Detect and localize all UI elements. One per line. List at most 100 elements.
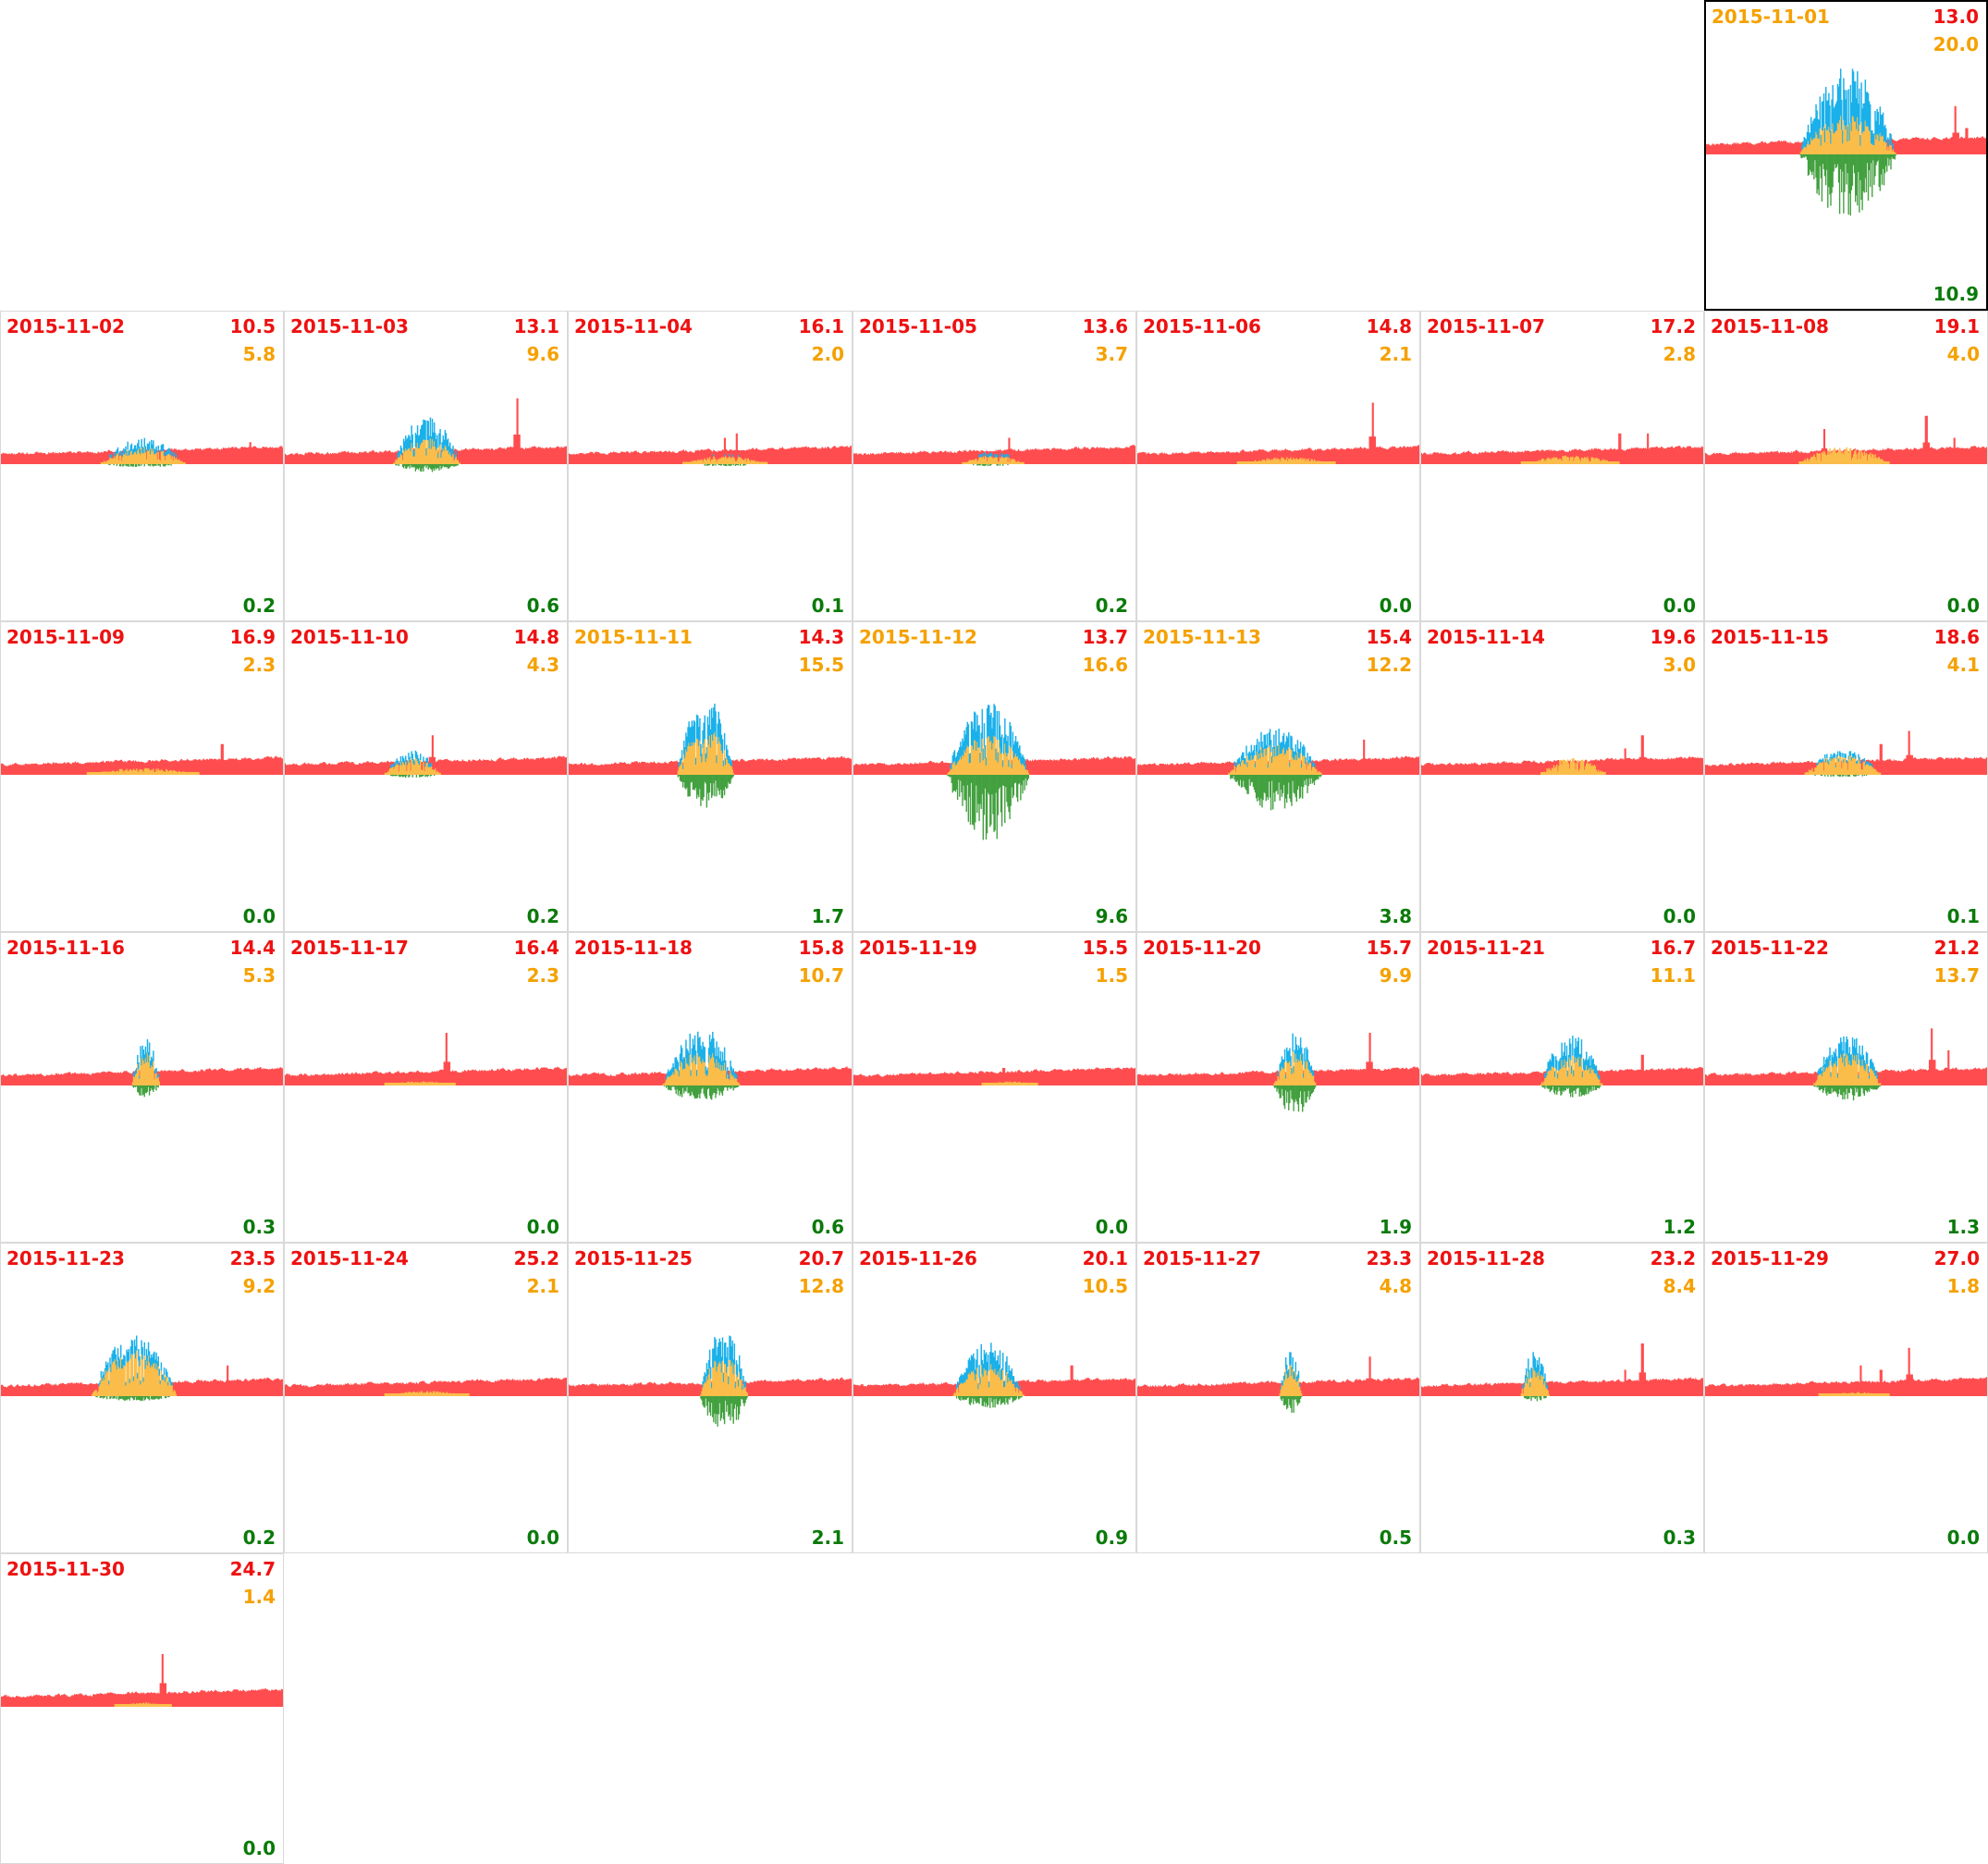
solar-value: 4.8 bbox=[1379, 1275, 1412, 1297]
consumption-value: 23.5 bbox=[229, 1247, 276, 1269]
consumption-value: 15.5 bbox=[1082, 937, 1128, 959]
day-chart-2015-11-27 bbox=[1137, 1352, 1419, 1413]
export-value: 0.2 bbox=[242, 595, 276, 617]
solar-bars bbox=[1520, 1352, 1550, 1396]
export-bars bbox=[704, 464, 746, 467]
day-chart-2015-11-20 bbox=[1137, 1033, 1419, 1112]
consumption-value: 24.7 bbox=[229, 1558, 276, 1580]
day-cell-2015-11-23[interactable]: 2015-11-23 23.5 9.2 0.2 bbox=[0, 1243, 284, 1553]
export-value: 0.0 bbox=[1379, 595, 1412, 617]
day-cell-2015-11-28[interactable]: 2015-11-28 23.2 8.4 0.3 bbox=[1420, 1243, 1704, 1553]
solar-value: 10.5 bbox=[1082, 1275, 1128, 1297]
consumption-area bbox=[285, 735, 567, 775]
day-cell-2015-11-25[interactable]: 2015-11-25 20.7 12.8 2.1 bbox=[568, 1243, 853, 1553]
consumption-area bbox=[1137, 1033, 1419, 1085]
day-cell-2015-11-27[interactable]: 2015-11-27 23.3 4.8 0.5 bbox=[1136, 1243, 1420, 1553]
export-value: 1.9 bbox=[1379, 1216, 1412, 1238]
day-date-label: 2015-11-30 bbox=[6, 1558, 125, 1580]
day-cell-2015-11-17[interactable]: 2015-11-17 16.4 2.3 0.0 bbox=[284, 932, 568, 1243]
solar-bars bbox=[384, 1391, 470, 1396]
consumption-area bbox=[1421, 1343, 1703, 1396]
day-cell-2015-11-05[interactable]: 2015-11-05 13.6 3.7 0.2 bbox=[853, 311, 1136, 621]
solar-value: 1.4 bbox=[242, 1586, 276, 1608]
day-date-label: 2015-11-21 bbox=[1427, 937, 1545, 959]
export-value: 0.6 bbox=[811, 1216, 844, 1238]
day-cell-2015-11-02[interactable]: 2015-11-02 10.5 5.8 0.2 bbox=[0, 311, 284, 621]
solar-bars bbox=[1813, 1036, 1882, 1085]
solar-value: 12.2 bbox=[1366, 654, 1412, 676]
day-cell-2015-11-04[interactable]: 2015-11-04 16.1 2.0 0.1 bbox=[568, 311, 853, 621]
day-date-label: 2015-11-04 bbox=[574, 315, 693, 337]
day-chart-2015-11-22 bbox=[1705, 1028, 1987, 1101]
day-chart-2015-11-17 bbox=[285, 1033, 567, 1085]
day-cell-2015-11-12[interactable]: 2015-11-12 13.7 16.6 9.6 bbox=[853, 621, 1136, 932]
consumption-area bbox=[1706, 105, 1986, 154]
solar-value: 3.0 bbox=[1663, 654, 1696, 676]
export-bars bbox=[95, 1396, 170, 1402]
solar-bars bbox=[700, 1335, 748, 1396]
day-chart-2015-11-11 bbox=[569, 704, 852, 808]
day-cell-2015-11-30[interactable]: 2015-11-30 24.7 1.4 0.0 bbox=[0, 1553, 284, 1864]
export-value: 0.0 bbox=[1946, 1527, 1980, 1549]
solar-bars bbox=[1540, 758, 1606, 775]
consumption-area bbox=[853, 437, 1135, 464]
day-date-label: 2015-11-01 bbox=[1712, 6, 1830, 28]
solar-value: 1.5 bbox=[1095, 964, 1128, 987]
day-cell-2015-11-09[interactable]: 2015-11-09 16.9 2.3 0.0 bbox=[0, 621, 284, 932]
export-bars bbox=[1541, 1085, 1601, 1098]
day-chart-2015-11-16 bbox=[1, 1038, 283, 1098]
day-cell-2015-11-20[interactable]: 2015-11-20 15.7 9.9 1.9 bbox=[1136, 932, 1420, 1243]
day-cell-2015-11-14[interactable]: 2015-11-14 19.6 3.0 0.0 bbox=[1420, 621, 1704, 932]
day-chart-2015-11-01 bbox=[1706, 68, 1986, 216]
day-cell-2015-11-11[interactable]: 2015-11-11 14.3 15.5 1.7 bbox=[568, 621, 853, 932]
export-value: 9.6 bbox=[1095, 905, 1128, 927]
day-cell-2015-11-01[interactable]: 2015-11-01 13.0 20.0 10.9 bbox=[1704, 0, 1988, 311]
day-cell-2015-11-26[interactable]: 2015-11-26 20.1 10.5 0.9 bbox=[853, 1243, 1136, 1553]
solar-value: 9.9 bbox=[1379, 964, 1412, 987]
consumption-area bbox=[1421, 1054, 1703, 1085]
export-value: 0.2 bbox=[242, 1527, 276, 1549]
day-chart-2015-11-21 bbox=[1421, 1036, 1703, 1098]
export-bars bbox=[1523, 1396, 1547, 1402]
day-date-label: 2015-11-25 bbox=[574, 1247, 693, 1269]
day-cell-2015-11-07[interactable]: 2015-11-07 17.2 2.8 0.0 bbox=[1420, 311, 1704, 621]
day-cell-2015-11-13[interactable]: 2015-11-13 15.4 12.2 3.8 bbox=[1136, 621, 1420, 932]
export-value: 0.3 bbox=[242, 1216, 276, 1238]
day-cell-2015-11-06[interactable]: 2015-11-06 14.8 2.1 0.0 bbox=[1136, 311, 1420, 621]
export-value: 0.0 bbox=[1663, 905, 1696, 927]
day-cell-2015-11-21[interactable]: 2015-11-21 16.7 11.1 1.2 bbox=[1420, 932, 1704, 1243]
day-date-label: 2015-11-23 bbox=[6, 1247, 125, 1269]
solar-bars bbox=[1804, 751, 1882, 775]
day-cell-2015-11-03[interactable]: 2015-11-03 13.1 9.6 0.6 bbox=[284, 311, 568, 621]
day-cell-2015-11-15[interactable]: 2015-11-15 18.6 4.1 0.1 bbox=[1704, 621, 1988, 932]
day-cell-2015-11-18[interactable]: 2015-11-18 15.8 10.7 0.6 bbox=[568, 932, 853, 1243]
consumption-value: 27.0 bbox=[1933, 1247, 1980, 1269]
export-value: 1.2 bbox=[1663, 1216, 1696, 1238]
solar-value: 9.6 bbox=[526, 343, 559, 365]
day-cell-2015-11-10[interactable]: 2015-11-10 14.8 4.3 0.2 bbox=[284, 621, 568, 932]
day-cell-2015-11-22[interactable]: 2015-11-22 21.2 13.7 1.3 bbox=[1704, 932, 1988, 1243]
day-cell-2015-11-08[interactable]: 2015-11-08 19.1 4.0 0.0 bbox=[1704, 311, 1988, 621]
day-date-label: 2015-11-03 bbox=[290, 315, 409, 337]
export-bars bbox=[677, 775, 734, 808]
export-value: 1.7 bbox=[811, 905, 844, 927]
export-value: 0.0 bbox=[242, 1837, 276, 1859]
day-chart-2015-11-30 bbox=[1, 1654, 283, 1707]
solar-bars bbox=[86, 767, 200, 775]
export-value: 10.9 bbox=[1933, 283, 1979, 305]
export-value: 3.8 bbox=[1379, 905, 1412, 927]
consumption-value: 14.8 bbox=[513, 626, 559, 648]
solar-value: 4.1 bbox=[1946, 654, 1980, 676]
solar-value: 4.3 bbox=[526, 654, 559, 676]
solar-bars bbox=[92, 1335, 178, 1396]
day-cell-2015-11-19[interactable]: 2015-11-19 15.5 1.5 0.0 bbox=[853, 932, 1136, 1243]
day-date-label: 2015-11-24 bbox=[290, 1247, 409, 1269]
export-value: 0.1 bbox=[811, 595, 844, 617]
solar-bars bbox=[981, 1081, 1038, 1085]
day-cell-2015-11-24[interactable]: 2015-11-24 25.2 2.1 0.0 bbox=[284, 1243, 568, 1553]
solar-bars bbox=[131, 1038, 161, 1085]
day-cell-2015-11-29[interactable]: 2015-11-29 27.0 1.8 0.0 bbox=[1704, 1243, 1988, 1553]
day-cell-2015-11-16[interactable]: 2015-11-16 14.4 5.3 0.3 bbox=[0, 932, 284, 1243]
day-chart-2015-11-29 bbox=[1705, 1347, 1987, 1396]
day-date-label: 2015-11-14 bbox=[1427, 626, 1545, 648]
